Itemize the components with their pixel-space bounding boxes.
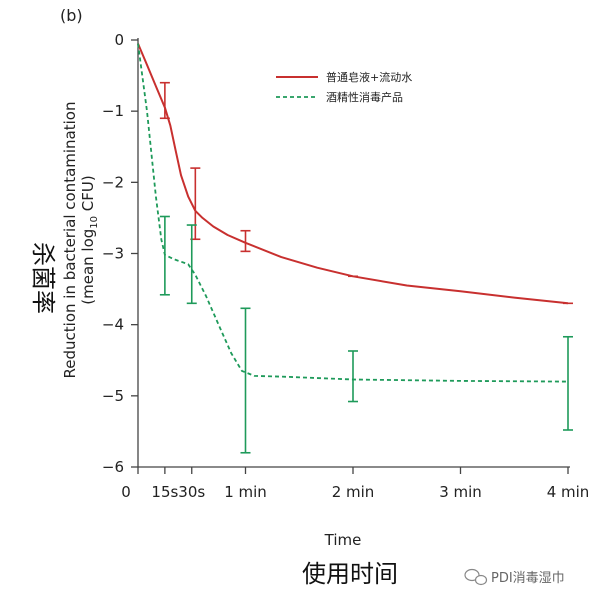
y-tick-label: −2	[102, 173, 124, 191]
watermark: PDI消毒湿巾	[464, 568, 565, 586]
x-tick-label: 4 min	[547, 483, 590, 501]
x-tick-label: 0	[121, 483, 131, 501]
wechat-bubble-icon	[464, 568, 488, 586]
x-big-annotation: 使用时间	[302, 560, 398, 588]
y-axis-title-line1: Reduction in bacterial contamination	[61, 102, 79, 379]
x-tick-label: 15s	[151, 483, 178, 501]
panel-label: (b)	[60, 6, 83, 25]
error-bar	[159, 215, 170, 296]
error-bar	[186, 224, 197, 305]
error-bar	[159, 81, 170, 120]
error-bar	[348, 350, 358, 403]
y-axis-title-line2-post: CFU)	[79, 175, 97, 216]
x-tick-label: 3 min	[439, 483, 482, 501]
x-tick-label: 2 min	[332, 483, 375, 501]
y-tick-label: 0	[114, 31, 124, 49]
x-tick-label: 30s	[178, 483, 205, 501]
y-tick-label: −3	[102, 245, 124, 263]
y-big-annotation: 杀菌率	[29, 242, 57, 314]
x-axis-title: Time	[324, 531, 362, 549]
series-line-soap	[137, 43, 569, 305]
x-ticks: 0 15s 30s 1 min 2 min 3 min 4 min	[121, 467, 589, 501]
error-bar	[240, 307, 251, 454]
y-tick-label: −4	[102, 316, 124, 334]
error-bar	[240, 229, 251, 253]
y-axis-title-line2-sub: 10	[89, 216, 100, 229]
y-axis-title-line2: (mean log10 CFU)	[79, 175, 100, 304]
legend-label-alcohol: 酒精性消毒产品	[326, 90, 403, 104]
legend-label-soap: 普通皂液+流动水	[326, 70, 412, 84]
y-tick-label: −5	[102, 387, 124, 405]
legend: 普通皂液+流动水 酒精性消毒产品	[276, 70, 412, 104]
y-tick-label: −6	[102, 458, 124, 476]
y-axis-title-line2-pre: (mean log	[79, 229, 97, 305]
y-tick-label: −1	[102, 102, 124, 120]
series-line-alcohol	[137, 43, 569, 383]
x-tick-label: 1 min	[224, 483, 267, 501]
error-bar	[563, 335, 573, 431]
y-ticks: 0 −1 −2 −3 −4 −5 −6	[102, 31, 138, 476]
watermark-text: PDI消毒湿巾	[491, 571, 565, 586]
series-layer	[137, 43, 573, 454]
